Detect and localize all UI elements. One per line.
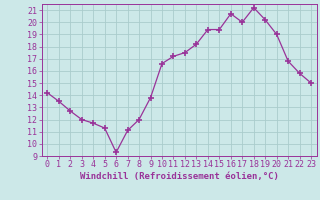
X-axis label: Windchill (Refroidissement éolien,°C): Windchill (Refroidissement éolien,°C) — [80, 172, 279, 181]
